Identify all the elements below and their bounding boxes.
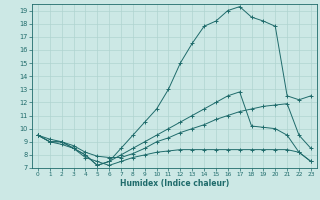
X-axis label: Humidex (Indice chaleur): Humidex (Indice chaleur) bbox=[120, 179, 229, 188]
